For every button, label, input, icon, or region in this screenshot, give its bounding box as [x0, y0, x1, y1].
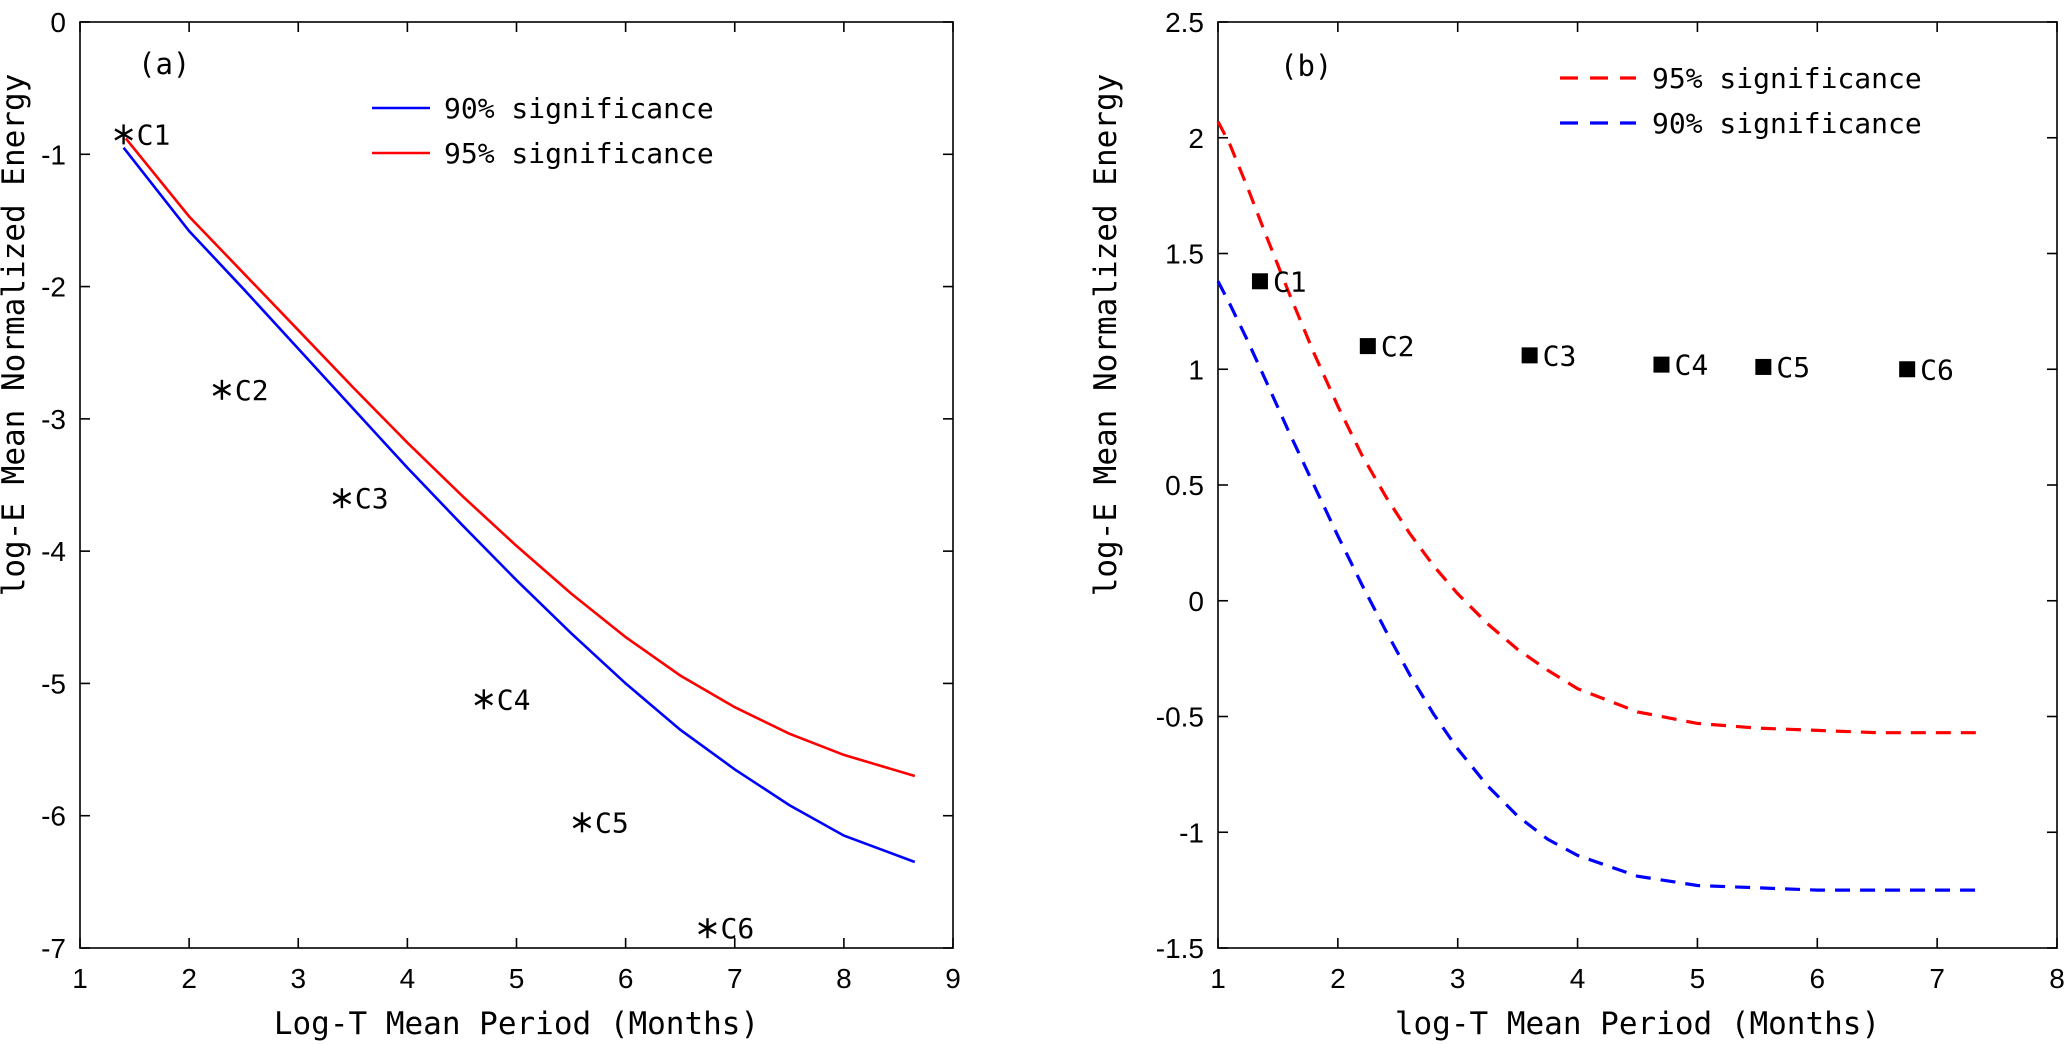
square-marker: [1359, 338, 1376, 355]
x-tick-label: 8: [2049, 963, 2065, 994]
x-axis-label-b: log-T Mean Period (Months): [1395, 1006, 1880, 1042]
x-tick-label: 5: [509, 963, 525, 994]
point-label-c4: C4: [1674, 349, 1708, 382]
point-label-c1: C1: [137, 118, 171, 151]
asterisk-marker: [698, 922, 717, 935]
series-a-90-significance: [122, 146, 916, 864]
panel-a: 1 2 3 4 5 6 7 8 9 0 -1 -2 -3 -4 -5 -6 -7 Log-T Mean Perio…: [0, 7, 961, 1042]
point-label-c6: C6: [720, 912, 754, 945]
y-tick-label: -6: [41, 801, 66, 832]
y-tick-label: 2: [1188, 123, 1204, 154]
asterisk-marker: [572, 816, 592, 829]
point-label-c5: C5: [1776, 351, 1810, 384]
y-tick-label: -5: [41, 668, 66, 699]
x-tick-label: 3: [1450, 963, 1466, 994]
panel-tag-b: (b): [1280, 49, 1332, 83]
point-label-c1: C1: [1273, 265, 1307, 298]
x-tick-label: 5: [1690, 963, 1706, 994]
square-marker: [1653, 356, 1670, 373]
panel-b: 1 2 3 4 5 6 7 8 2.5 2 1.5 1 0.5 0 -0.5 -1 -1.5 log-T Mean…: [1088, 7, 2065, 1042]
square-marker: [1899, 361, 1916, 378]
panel-tag-a: (a): [138, 47, 190, 81]
y-tick-label: -7: [41, 933, 66, 964]
y-tick-label: 0: [50, 7, 66, 38]
x-tick-label: 2: [1330, 963, 1346, 994]
y-tick-label: -3: [41, 404, 66, 435]
x-tick-label: 1: [72, 963, 88, 994]
x-tick-label: 4: [1570, 963, 1586, 994]
y-tick-label: -1: [1179, 817, 1204, 848]
asterisk-marker: [332, 492, 352, 505]
x-tick-label: 1: [1210, 963, 1226, 994]
y-axis-label-b: log-E Mean Normalized Energy: [1088, 74, 1124, 597]
point-label-c3: C3: [355, 482, 389, 515]
x-tick-label: 3: [290, 963, 306, 994]
y-tick-label: 0.5: [1165, 470, 1204, 501]
y-tick-label: 1: [1188, 354, 1204, 385]
series-b-90-significance: [1216, 280, 1980, 892]
axes-box-b: [1217, 21, 2058, 949]
x-tick-label: 7: [1929, 963, 1945, 994]
y-tick-label: -0.5: [1156, 702, 1204, 733]
y-tick-label: -4: [41, 536, 66, 567]
x-tick-label: 6: [1809, 963, 1825, 994]
y-tick-label: 0: [1188, 586, 1204, 617]
point-label-c3: C3: [1543, 339, 1577, 372]
legend-label: 95% significance: [1652, 62, 1922, 95]
point-label-c2: C2: [235, 374, 269, 407]
y-tick-label: -1.5: [1156, 933, 1204, 964]
x-tick-label: 7: [727, 963, 743, 994]
x-axis-label-a: Log-T Mean Period (Months): [274, 1006, 759, 1042]
series-b-95-significance: [1216, 120, 1980, 735]
point-label-c6: C6: [1920, 353, 1954, 386]
y-tick-label: 1.5: [1165, 239, 1204, 270]
y-tick-label: -2: [41, 272, 66, 303]
y-axis-label-a: log-E Mean Normalized Energy: [0, 74, 32, 597]
x-tick-label: 8: [836, 963, 852, 994]
square-marker: [1521, 347, 1538, 364]
point-label-c5: C5: [595, 806, 629, 839]
asterisk-marker: [474, 693, 494, 706]
legend-label: 95% significance: [444, 137, 714, 170]
x-tick-label: 6: [618, 963, 634, 994]
x-tick-label: 4: [400, 963, 416, 994]
legend-label: 90% significance: [1652, 107, 1922, 140]
x-tick-label: 9: [945, 963, 961, 994]
point-label-c4: C4: [497, 683, 531, 716]
y-tick-label: -1: [41, 139, 66, 170]
square-marker: [1251, 273, 1268, 290]
legend-label: 90% significance: [444, 92, 714, 125]
x-tick-label: 2: [181, 963, 197, 994]
series-a-95-significance: [124, 137, 916, 778]
y-tick-label: 2.5: [1165, 7, 1204, 38]
square-marker: [1755, 358, 1772, 375]
asterisk-marker: [212, 383, 232, 396]
point-label-c2: C2: [1381, 330, 1415, 363]
asterisk-marker: [114, 128, 133, 141]
